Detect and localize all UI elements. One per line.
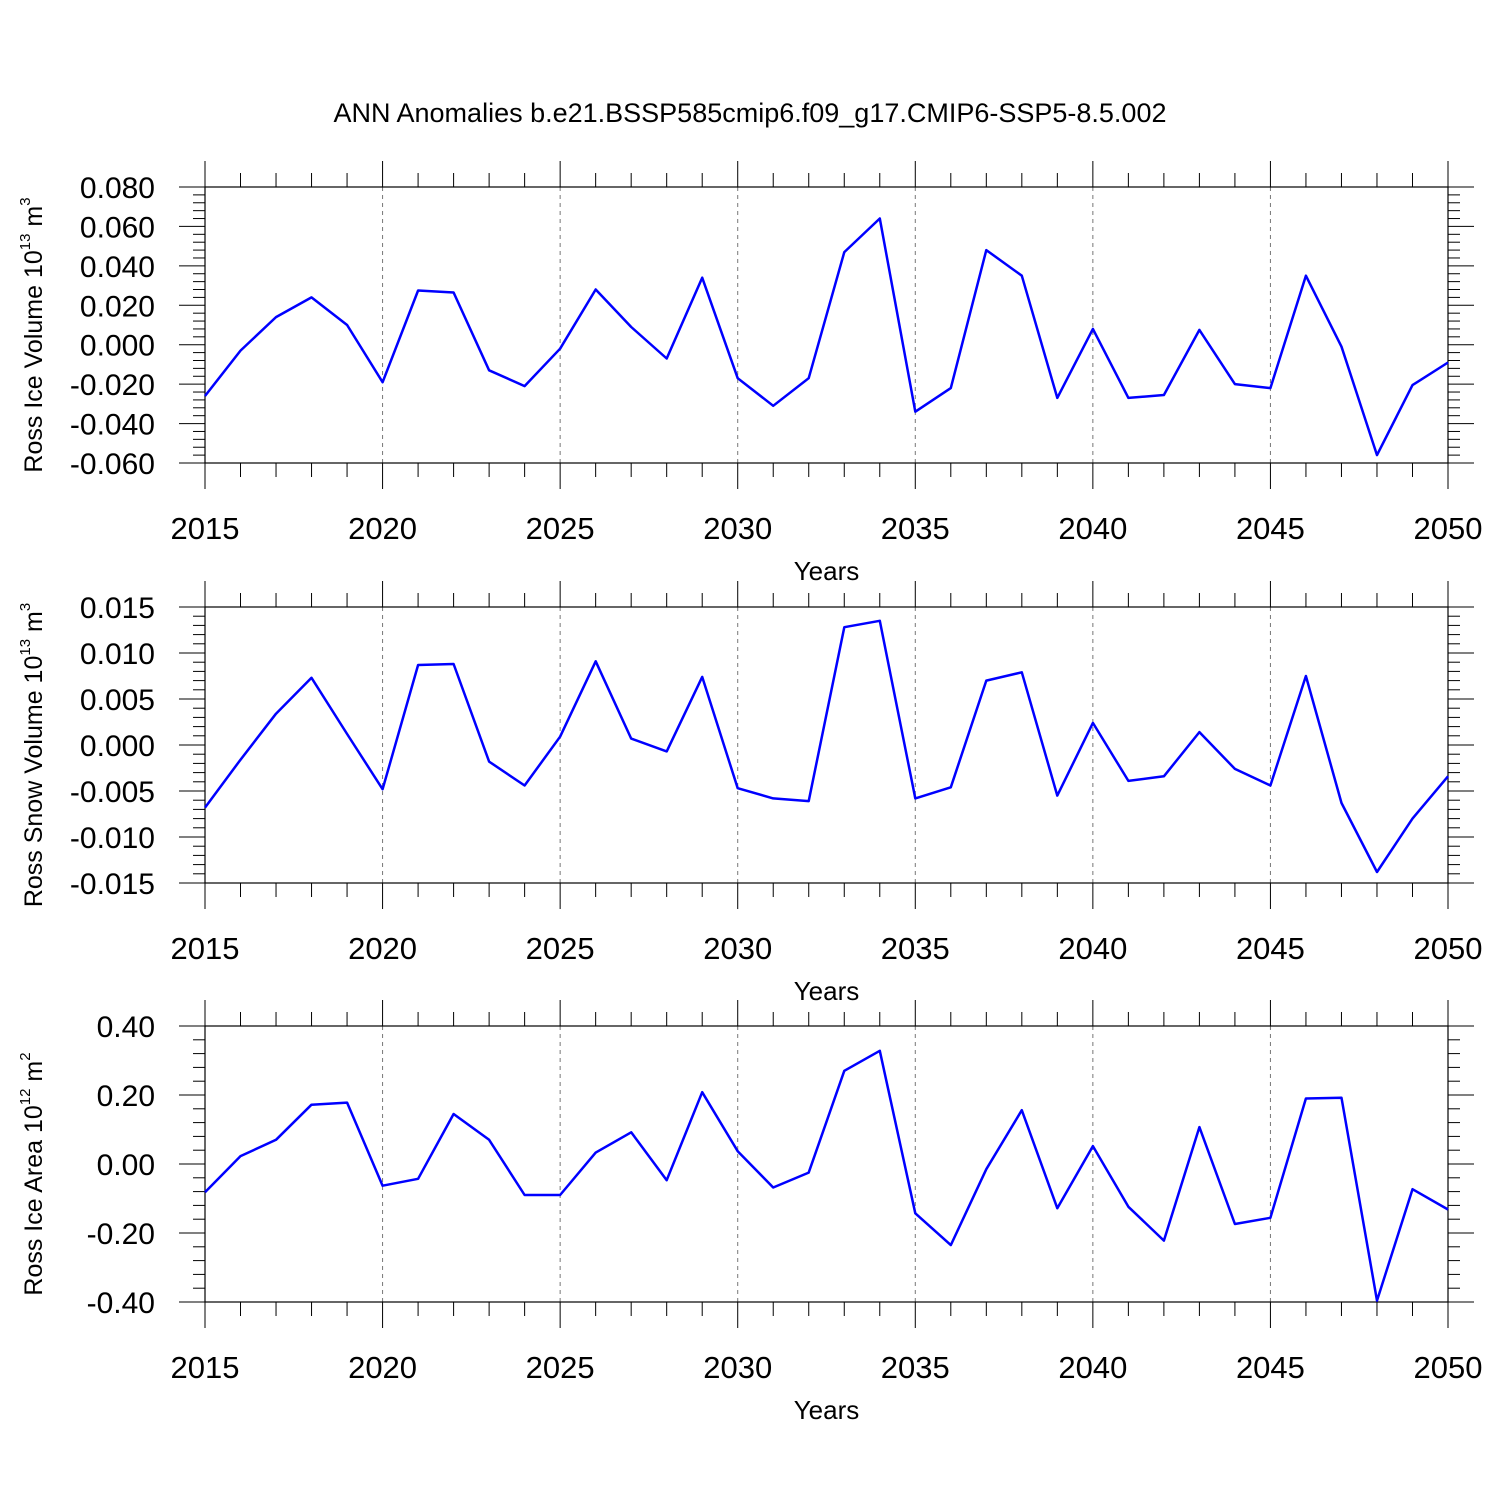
chart-panel-1: 2015 2020 2025 2030 2035 2040 2045 2050 -0.060 -0… bbox=[17, 161, 1482, 586]
y-tick-label: 0.40 bbox=[97, 1011, 155, 1044]
x-tick-label: 2025 bbox=[526, 1350, 595, 1385]
y-axis-label: Ross Snow Volume 1013 m3 bbox=[17, 603, 48, 907]
y-tick-label: 0.015 bbox=[80, 592, 155, 625]
x-axis-label: Years bbox=[794, 1395, 860, 1425]
x-tick-label: 2015 bbox=[171, 1350, 240, 1385]
x-tick-label: 2050 bbox=[1414, 1350, 1483, 1385]
series-line bbox=[203, 619, 1449, 874]
x-axis-label: Years bbox=[794, 556, 860, 586]
y-tick-label: -0.015 bbox=[70, 868, 155, 901]
y-tick-label: 0.020 bbox=[80, 290, 155, 323]
x-tick-label: 2015 bbox=[171, 511, 240, 546]
x-tick-label: 2050 bbox=[1414, 511, 1483, 546]
x-tick-label: 2035 bbox=[881, 931, 950, 966]
y-tick-label: 0.000 bbox=[80, 730, 155, 763]
x-tick-label: 2030 bbox=[703, 1350, 772, 1385]
y-tick-label: 0.20 bbox=[97, 1080, 155, 1113]
x-tick-label: 2045 bbox=[1236, 511, 1305, 546]
series-line bbox=[204, 1049, 1449, 1302]
x-tick-label: 2015 bbox=[171, 931, 240, 966]
series-line bbox=[204, 217, 1449, 457]
y-tick-label: 0.00 bbox=[97, 1149, 155, 1182]
plot-frame bbox=[204, 186, 1449, 464]
y-tick-label: 0.060 bbox=[80, 211, 155, 244]
y-tick-label: -0.010 bbox=[70, 822, 155, 855]
y-tick-label: 0.040 bbox=[80, 251, 155, 284]
x-tick-label: 2030 bbox=[703, 511, 772, 546]
y-tick-label: -0.005 bbox=[70, 776, 155, 809]
page-title: ANN Anomalies b.e21.BSSP585cmip6.f09_g17… bbox=[333, 98, 1167, 128]
x-tick-label: 2020 bbox=[348, 1350, 417, 1385]
y-axis-label: Ross Ice Area 1012 m2 bbox=[17, 1052, 48, 1295]
x-tick-label: 2045 bbox=[1236, 931, 1305, 966]
y-tick-label: -0.060 bbox=[70, 448, 155, 481]
y-tick-label: -0.020 bbox=[70, 369, 155, 402]
chart-panel-2: 2015 2020 2025 2030 2035 2040 2045 2050 -0.015 -0… bbox=[17, 581, 1482, 1006]
x-tick-label: 2025 bbox=[526, 511, 595, 546]
plot-frame bbox=[204, 1025, 1449, 1303]
x-tick-label: 2030 bbox=[703, 931, 772, 966]
x-tick-label: 2050 bbox=[1414, 931, 1483, 966]
y-tick-label: 0.005 bbox=[80, 684, 155, 717]
x-tick-label: 2040 bbox=[1058, 511, 1127, 546]
x-tick-label: 2020 bbox=[348, 511, 417, 546]
x-tick-label: 2020 bbox=[348, 931, 417, 966]
x-tick-label: 2025 bbox=[526, 931, 595, 966]
chart-panel-3: 2015 2020 2025 2030 2035 2040 2045 2050 -0.40 -0.… bbox=[17, 1000, 1482, 1425]
x-tick-label: 2035 bbox=[881, 1350, 950, 1385]
y-tick-label: -0.040 bbox=[70, 409, 155, 442]
x-tick-label: 2035 bbox=[881, 511, 950, 546]
y-tick-label: -0.20 bbox=[87, 1218, 155, 1251]
y-tick-label: 0.080 bbox=[80, 172, 155, 205]
x-axis-label: Years bbox=[794, 976, 860, 1006]
y-tick-label: -0.40 bbox=[87, 1287, 155, 1320]
y-tick-label: 0.000 bbox=[80, 330, 155, 363]
y-tick-label: 0.010 bbox=[80, 638, 155, 671]
y-axis-label: Ross Ice Volume 1013 m3 bbox=[17, 197, 48, 472]
x-tick-label: 2040 bbox=[1058, 931, 1127, 966]
plot-frame bbox=[204, 606, 1449, 884]
x-tick-label: 2045 bbox=[1236, 1350, 1305, 1385]
x-tick-label: 2040 bbox=[1058, 1350, 1127, 1385]
